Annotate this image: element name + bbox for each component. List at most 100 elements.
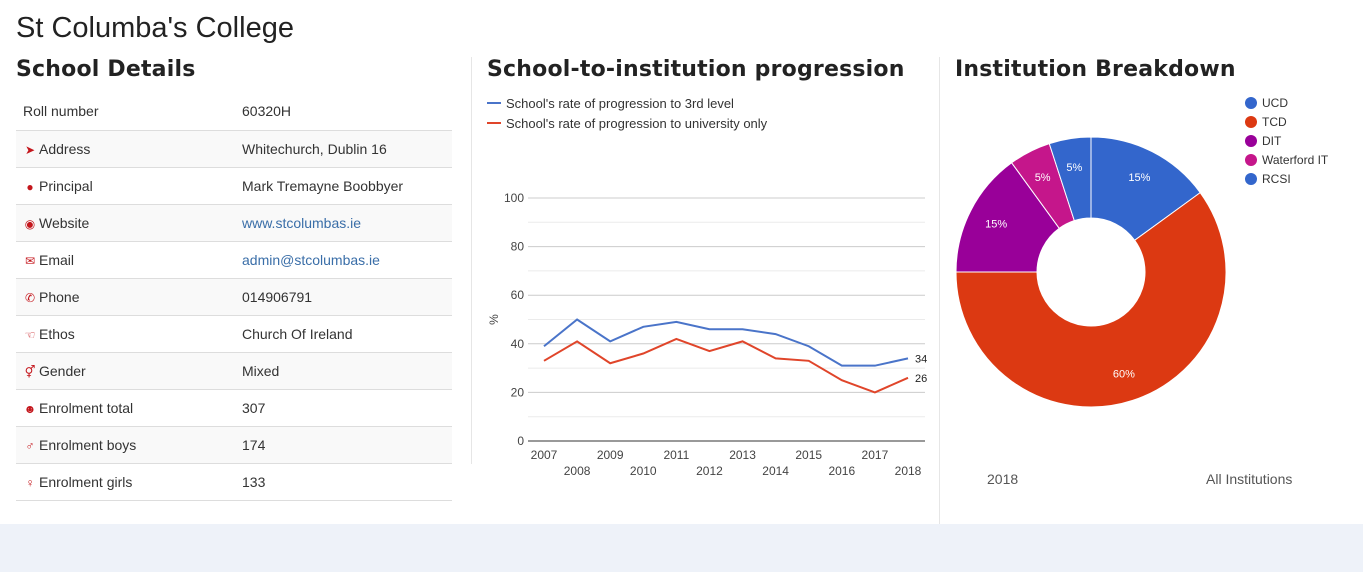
slice-label: 60%: [1113, 368, 1135, 380]
gender-icon: ⚥: [24, 364, 36, 379]
details-label: Roll number: [23, 103, 99, 120]
donut-slice: [1048, 136, 1092, 222]
progression-line-chart: School's rate of progression to 3rd leve…: [487, 96, 927, 478]
progression-title: School-to-institution progression: [487, 57, 905, 82]
footer-band: [0, 524, 1363, 572]
details-row: ☻ Enrolment total 307: [16, 389, 452, 426]
donut-slice: [1090, 136, 1201, 241]
x-tick-label: 2009: [597, 448, 624, 462]
details-value: 307: [242, 399, 266, 416]
details-value: 174: [242, 436, 266, 453]
details-value: 014906791: [242, 288, 313, 305]
legend-label: UCD: [1262, 96, 1288, 110]
donut-slice: [955, 191, 1227, 408]
slice-label: 15%: [985, 219, 1007, 231]
institution-donut-chart: 15% 60% 15% 5% 5% UCD TCD DIT Waterford IT RCSI 20…: [955, 96, 1329, 487]
details-row: ✆ Phone 014906791: [16, 278, 452, 315]
legend-dot: [1245, 135, 1257, 147]
school-details-title: School Details: [16, 57, 196, 82]
details-row: ● Principal Mark Tremayne Boobbyer: [16, 167, 452, 204]
institution-breakdown-title: Institution Breakdown: [955, 57, 1236, 82]
slice-label: 5%: [1066, 162, 1082, 174]
legend-dot: [1245, 154, 1257, 166]
details-value: Mark Tremayne Boobbyer: [242, 177, 404, 194]
x-tick-label: 2018: [895, 464, 922, 478]
series-line: [543, 318, 909, 367]
details-value-cell: 174: [235, 426, 452, 463]
school-name: St Columba's College: [16, 12, 294, 44]
details-value: Mixed: [242, 362, 280, 379]
details-value: Church Of Ireland: [242, 325, 353, 342]
legend-label: School's rate of progression to 3rd leve…: [506, 96, 734, 111]
details-value-cell: www.stcolumbas.ie: [235, 204, 452, 241]
details-label: Email: [39, 251, 75, 268]
x-tick-label: 2011: [663, 448, 689, 462]
x-tick-label: 2007: [531, 448, 558, 462]
column-divider: [939, 57, 940, 524]
details-label-cell: ● Principal: [16, 167, 235, 204]
details-label-cell: ♂ Enrolment boys: [16, 426, 235, 463]
details-label: Address: [39, 140, 91, 157]
x-tick-label: 2016: [828, 464, 855, 478]
legend-dot: [1245, 173, 1257, 185]
details-label-cell: ✆ Phone: [16, 278, 235, 315]
details-value-cell: 133: [235, 463, 452, 500]
legend-label: DIT: [1262, 134, 1282, 148]
details-label: Phone: [39, 288, 80, 305]
details-row: ⚥ Gender Mixed: [16, 352, 452, 389]
details-label-cell: ☻ Enrolment total: [16, 389, 235, 426]
details-label-cell: ☜ Ethos: [16, 315, 235, 352]
details-value-cell: 60320H: [235, 93, 452, 130]
y-tick-label: 100: [504, 191, 524, 205]
column-divider: [471, 57, 472, 464]
phone-icon: ✆: [24, 290, 36, 305]
email-link[interactable]: admin@stcolumbas.ie: [242, 251, 380, 268]
y-axis-label: %: [487, 314, 501, 325]
user-icon: ●: [26, 179, 34, 194]
y-tick-label: 80: [511, 240, 525, 254]
details-label-cell: ◉ Website: [16, 204, 235, 241]
series-line: [543, 337, 909, 394]
x-tick-label: 2008: [564, 464, 591, 478]
details-label: Gender: [39, 362, 86, 379]
legend-label: TCD: [1262, 115, 1287, 129]
location-arrow-icon: ➤: [24, 142, 36, 157]
details-label: Enrolment total: [39, 399, 134, 416]
details-label: Ethos: [39, 325, 75, 342]
end-data-label: 26: [915, 373, 927, 385]
x-tick-label: 2015: [795, 448, 822, 462]
donut-slice: [955, 162, 1060, 273]
legend-dot: [1245, 97, 1257, 109]
envelope-icon: ✉: [24, 253, 36, 268]
end-data-label: 34: [915, 353, 927, 365]
female-icon: ♀: [25, 475, 35, 490]
details-label: Website: [39, 214, 90, 231]
details-value: 60320H: [242, 103, 292, 120]
slice-label: 5%: [1035, 172, 1051, 184]
users-icon: ☻: [23, 401, 37, 416]
details-label-cell: ✉ Email: [16, 241, 235, 278]
details-row: ♂ Enrolment boys 174: [16, 426, 452, 463]
details-label: Enrolment boys: [39, 436, 137, 453]
y-tick-label: 0: [517, 434, 524, 448]
details-row: ✉ Email admin@stcolumbas.ie: [16, 241, 452, 278]
website-link[interactable]: www.stcolumbas.ie: [242, 214, 362, 231]
details-row: ➤ Address Whitechurch, Dublin 16: [16, 130, 452, 167]
y-tick-label: 20: [511, 385, 525, 399]
school-details-table: Roll number 60320H ➤ Address Whitechurch, Du…: [16, 93, 452, 501]
legend-label: RCSI: [1262, 172, 1291, 186]
x-tick-label: 2013: [729, 448, 756, 462]
filter-label: All Institutions: [1206, 471, 1292, 487]
details-value-cell: Mark Tremayne Boobbyer: [235, 167, 452, 204]
x-tick-label: 2014: [762, 464, 789, 478]
details-value-cell: Whitechurch, Dublin 16: [235, 130, 452, 167]
legend-label: Waterford IT: [1262, 153, 1329, 167]
details-value-cell: 014906791: [235, 278, 452, 315]
details-value-cell: Church Of Ireland: [235, 315, 452, 352]
details-row: ◉ Website www.stcolumbas.ie: [16, 204, 452, 241]
details-label-cell: ⚥ Gender: [16, 352, 235, 389]
globe-icon: ◉: [24, 216, 36, 231]
details-value-cell: admin@stcolumbas.ie: [235, 241, 452, 278]
legend-label: School's rate of progression to universi…: [506, 116, 768, 131]
x-tick-label: 2017: [862, 448, 889, 462]
